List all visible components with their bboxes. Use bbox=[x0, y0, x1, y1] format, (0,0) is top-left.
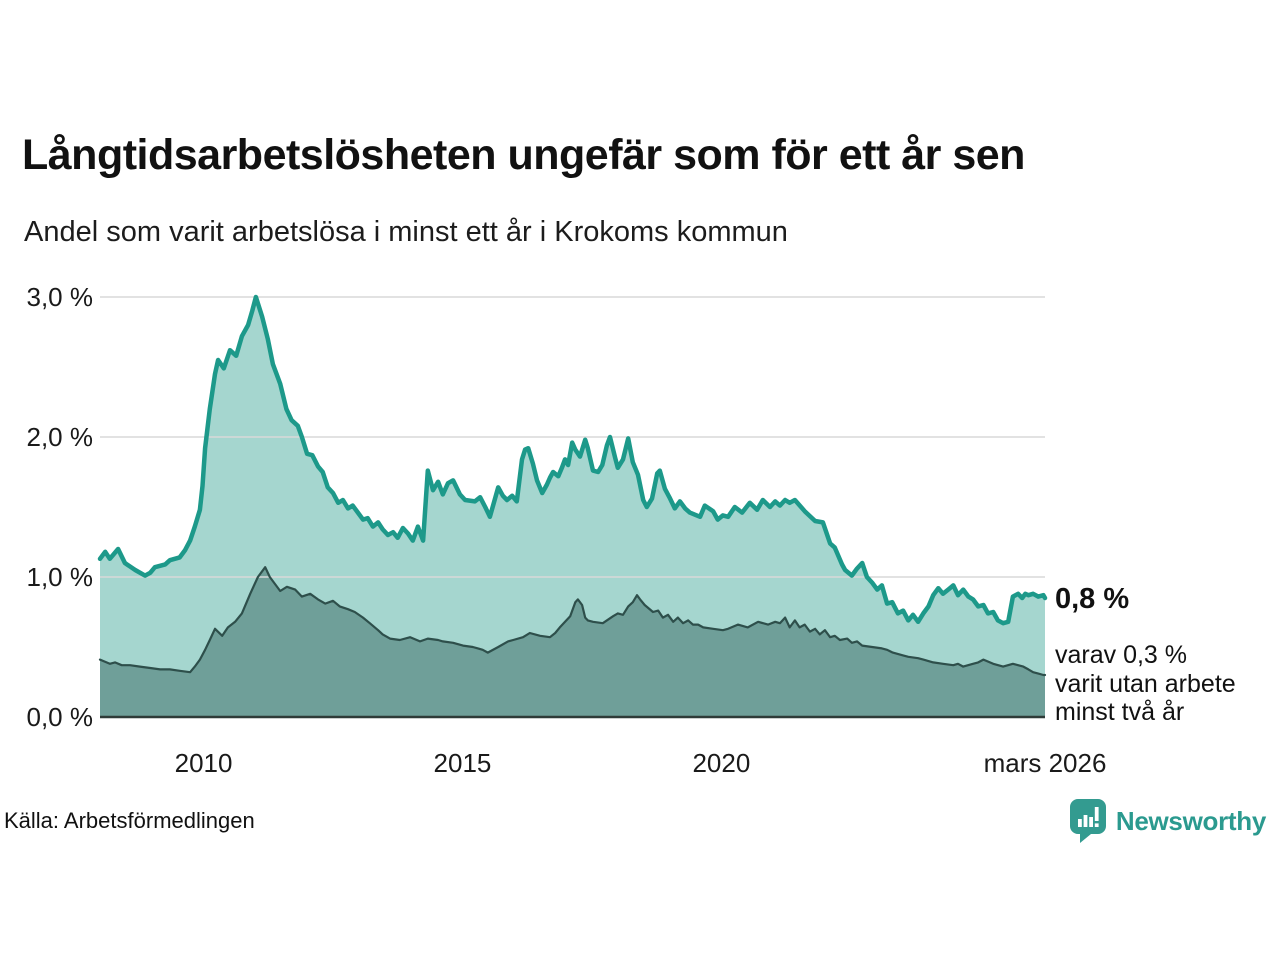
y-tick-label-1: 1,0 % bbox=[27, 562, 94, 592]
bar-1 bbox=[1077, 819, 1082, 827]
bar-3 bbox=[1089, 817, 1093, 827]
y-tick-label-0: 0,0 % bbox=[27, 702, 94, 732]
x-axis-labels: 2010 2015 2020 mars 2026 bbox=[175, 748, 1107, 778]
area-fills bbox=[100, 297, 1045, 717]
x-tick-label-3: mars 2026 bbox=[984, 748, 1107, 778]
series-line-0 bbox=[97, 294, 1048, 626]
newsworthy-wordmark: Newsworthy bbox=[1115, 805, 1266, 836]
y-tick-label-2: 2,0 % bbox=[27, 422, 94, 452]
series-lines bbox=[97, 294, 1048, 677]
x-tick-label-2: 2020 bbox=[692, 748, 750, 778]
latest-detail-label: varav 0,3 % varit utan arbete minst två … bbox=[1055, 641, 1236, 726]
newsworthy-icon bbox=[1069, 799, 1106, 843]
chart-subtitle: Andel som varit arbetslösa i minst ett å… bbox=[24, 216, 788, 248]
newsworthy-logo: Newsworthy bbox=[1069, 798, 1266, 844]
bar-2 bbox=[1083, 815, 1088, 827]
x-tick-label-0: 2010 bbox=[175, 748, 233, 778]
x-tick-label-1: 2015 bbox=[434, 748, 492, 778]
y-tick-label-3: 3,0 % bbox=[27, 282, 94, 312]
source-note: Källa: Arbetsförmedlingen bbox=[4, 808, 255, 833]
series-line-1 bbox=[98, 566, 1047, 677]
exclamation-dot bbox=[1094, 823, 1099, 827]
speech-bubble-shape bbox=[1069, 799, 1106, 843]
y-axis-labels: 3,0 % 2,0 % 1,0 % 0,0 % bbox=[27, 282, 94, 732]
latest-value-label: 0,8 % bbox=[1055, 583, 1130, 615]
page-title: Långtidsarbetslösheten ungefär som för e… bbox=[22, 131, 1025, 179]
exclamation-bar bbox=[1094, 807, 1099, 821]
